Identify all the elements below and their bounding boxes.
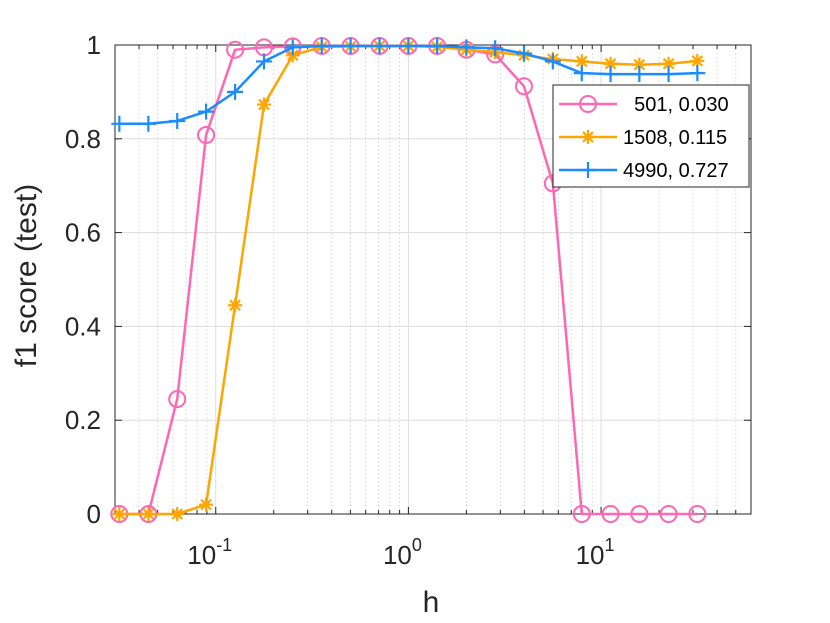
data-point xyxy=(573,65,590,82)
asterisk-stroke xyxy=(662,57,675,70)
legend-label: 501, 0.030 xyxy=(623,94,729,116)
data-point xyxy=(689,65,706,82)
y-tick-label: 0.2 xyxy=(65,405,101,435)
data-point xyxy=(226,40,245,59)
legend-label: 1508, 0.115 xyxy=(623,127,727,149)
x-tick-label: 10-1 xyxy=(187,535,232,570)
x-tick-label-base: 10 xyxy=(187,540,216,570)
data-point xyxy=(111,115,128,132)
x-tick-label-base: 10 xyxy=(383,540,412,570)
legend-marker xyxy=(580,162,596,178)
data-point xyxy=(313,37,330,54)
series xyxy=(110,36,707,523)
asterisk-stroke xyxy=(171,508,183,520)
x-tick-label-exponent: 1 xyxy=(605,535,615,555)
data-point xyxy=(284,39,301,56)
data-point xyxy=(169,112,186,129)
data-point xyxy=(170,507,185,521)
data-point xyxy=(228,298,243,313)
asterisk-stroke xyxy=(604,57,617,70)
x-tick-label: 101 xyxy=(576,535,615,570)
y-tick-label: 0.6 xyxy=(65,218,101,248)
data-point xyxy=(197,126,216,145)
data-point xyxy=(198,103,215,120)
asterisk-stroke xyxy=(113,508,126,520)
data-point xyxy=(400,37,417,54)
x-tick-label-base: 10 xyxy=(576,540,605,570)
data-point xyxy=(429,37,446,54)
asterisk-stroke xyxy=(229,299,241,312)
data-point xyxy=(631,66,648,83)
data-point xyxy=(659,505,678,523)
data-point xyxy=(515,45,532,62)
x-tick-label-exponent: 0 xyxy=(412,535,422,555)
axis-labels: h f1 score (test) xyxy=(10,184,439,619)
data-point xyxy=(514,77,533,96)
asterisk-stroke xyxy=(633,58,646,71)
data-point xyxy=(630,505,649,523)
data-point xyxy=(342,37,359,54)
data-point xyxy=(487,40,504,57)
legend: 501, 0.030 1508, 0.115 4990, 0.727 xyxy=(552,84,750,188)
legend-label: 4990, 0.727 xyxy=(623,160,729,182)
x-tick-label-exponent: -1 xyxy=(216,535,232,555)
legend-marker xyxy=(581,130,595,144)
asterisk-stroke xyxy=(582,131,594,143)
asterisk-stroke xyxy=(200,498,212,511)
asterisk-stroke xyxy=(691,55,704,67)
data-point xyxy=(140,115,157,132)
data-point xyxy=(544,53,561,70)
data-point xyxy=(256,97,271,112)
y-tick-label: 0.4 xyxy=(65,311,101,341)
data-point xyxy=(688,505,707,523)
data-point xyxy=(199,497,214,512)
data-point xyxy=(112,507,127,521)
data-point xyxy=(660,66,677,83)
data-point xyxy=(602,66,619,83)
y-tick-label: 1 xyxy=(87,30,101,60)
y-axis-title: f1 score (test) xyxy=(10,184,43,367)
x-axis-title: h xyxy=(423,586,440,619)
asterisk-stroke xyxy=(575,55,588,68)
data-point xyxy=(371,37,388,54)
y-tick-label: 0.8 xyxy=(65,124,101,154)
data-point xyxy=(601,505,620,523)
data-point xyxy=(141,507,156,521)
x-tick-label: 100 xyxy=(383,535,422,570)
data-point xyxy=(168,390,187,409)
asterisk-stroke xyxy=(258,98,270,111)
data-point xyxy=(227,83,244,100)
data-point xyxy=(255,53,272,70)
data-point xyxy=(458,39,475,56)
data-point xyxy=(572,505,591,523)
legend-marker xyxy=(579,95,597,113)
data-point xyxy=(603,56,618,71)
y-tick-label: 0 xyxy=(87,499,101,529)
series-plus xyxy=(111,37,706,132)
asterisk-stroke xyxy=(142,508,155,520)
